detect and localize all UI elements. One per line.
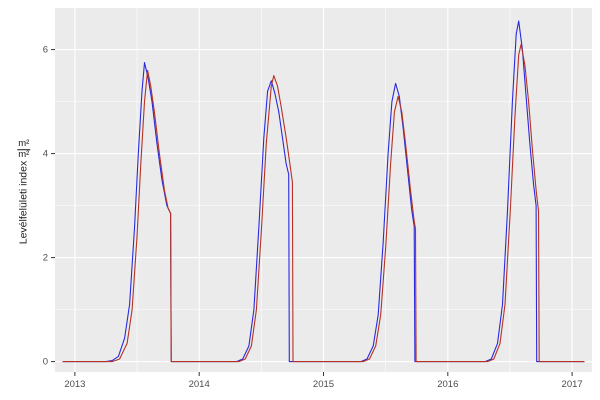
x-axis-tick-label: 2015 (313, 379, 334, 390)
y-axis-tick-label: 6 (43, 45, 48, 56)
y-axis-tick-label: 0 (43, 357, 48, 368)
series-line-blue (62, 20, 585, 363)
x-axis-tick-label: 2017 (562, 379, 583, 390)
y-axis-tick-label: 4 (43, 149, 48, 160)
y-axis-tick-label: 2 (43, 253, 48, 264)
x-axis-tick-label: 2016 (437, 379, 458, 390)
x-axis-tick-label: 2014 (189, 379, 210, 390)
series-line-red (62, 43, 585, 363)
x-axis-tick-label: 2013 (64, 379, 85, 390)
